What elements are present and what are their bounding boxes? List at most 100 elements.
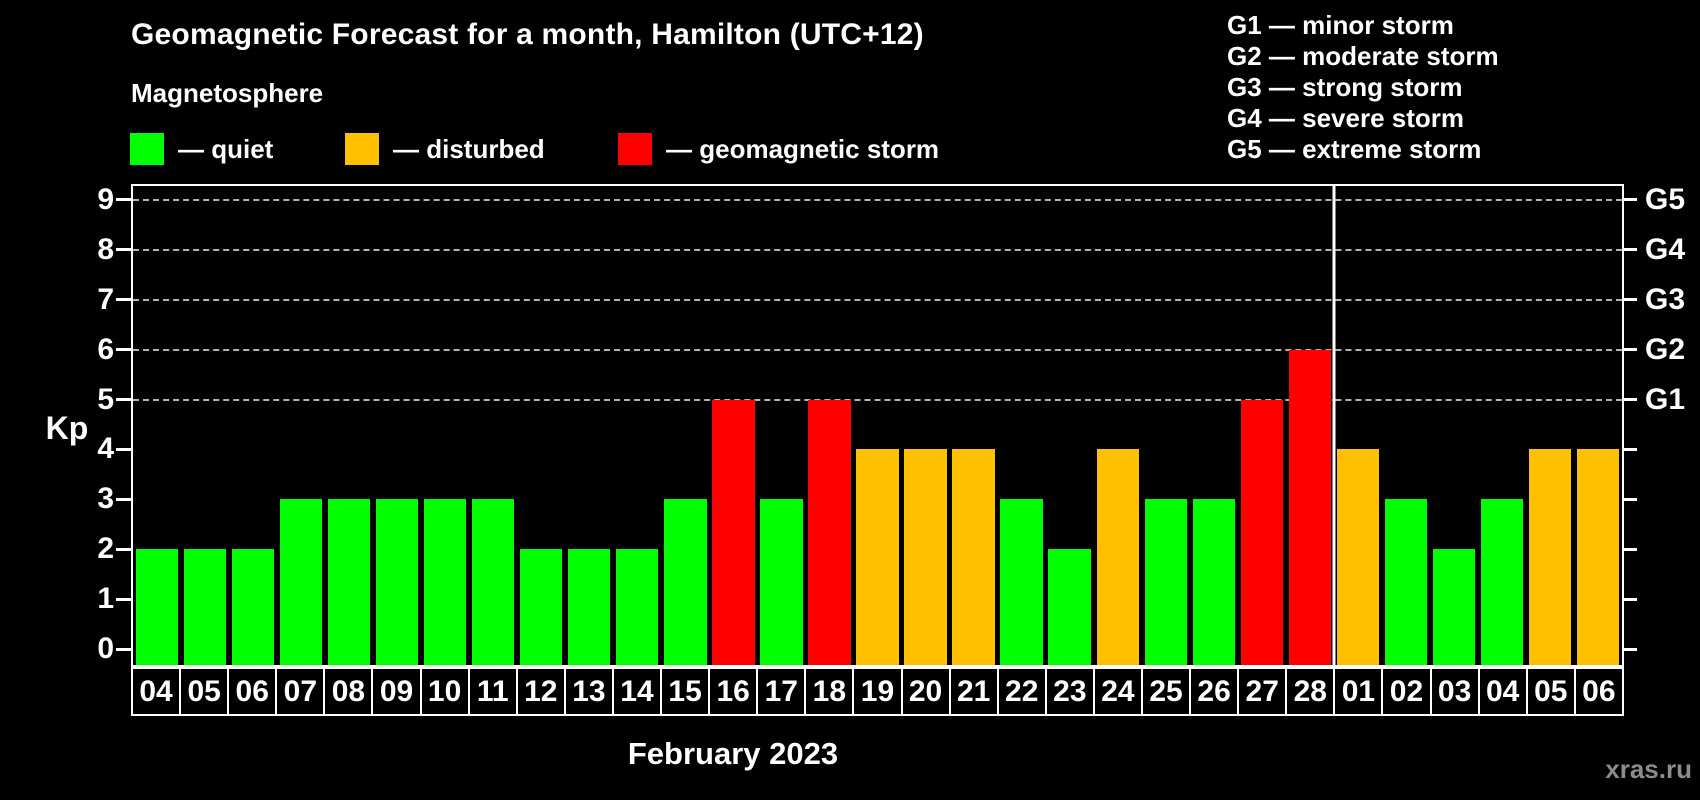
date-cell: 27 xyxy=(1239,669,1288,714)
date-cell: 26 xyxy=(1191,669,1240,714)
kp-bar xyxy=(472,499,515,665)
gridline-kp6 xyxy=(133,348,1622,351)
kp-bar xyxy=(616,549,659,665)
y-axis-tick-left xyxy=(116,447,131,451)
date-cell: 02 xyxy=(1383,669,1432,714)
date-cell: 05 xyxy=(181,669,230,714)
y-tick-label: 6 xyxy=(97,332,114,366)
y-axis-tick-right xyxy=(1622,248,1637,252)
y-axis-title: Kp xyxy=(45,410,89,446)
g-scale-legend-line: G1 — minor storm xyxy=(1227,10,1454,40)
g-scale-legend-line: G4 — severe storm xyxy=(1227,103,1465,133)
kp-bar xyxy=(1576,449,1620,665)
date-cell: 06 xyxy=(229,669,278,714)
y-axis-tick-left xyxy=(116,597,131,601)
y-axis-tick-right xyxy=(1622,198,1637,202)
date-cell: 21 xyxy=(951,669,999,714)
y-tick-label: 7 xyxy=(97,282,114,316)
date-cell: 18 xyxy=(806,669,855,714)
date-cell: 04 xyxy=(1480,669,1528,714)
x-axis-month-label: February 2023 xyxy=(627,736,839,771)
date-cell: 05 xyxy=(1528,669,1576,714)
date-cell: 17 xyxy=(758,669,807,714)
date-cell: 03 xyxy=(1432,669,1480,714)
g-scale-label: G2 xyxy=(1645,332,1686,366)
y-axis-tick-left xyxy=(116,298,131,302)
date-cell: 23 xyxy=(1047,669,1095,714)
kp-bar xyxy=(904,449,947,665)
y-axis-tick-right xyxy=(1622,398,1637,401)
kp-bar xyxy=(1192,499,1235,665)
plot-area xyxy=(131,184,1624,667)
date-cell: 20 xyxy=(903,669,951,714)
kp-bar xyxy=(952,449,995,665)
kp-bar xyxy=(183,549,227,665)
y-tick-label: 3 xyxy=(97,482,114,516)
date-cell: 28 xyxy=(1287,669,1336,714)
y-tick-label: 8 xyxy=(97,232,114,266)
y-tick-label: 4 xyxy=(97,432,114,466)
g-scale-label: G3 xyxy=(1645,282,1686,316)
y-axis-tick-right xyxy=(1622,298,1637,302)
watermark: xras.ru xyxy=(1605,754,1692,784)
date-cell: 25 xyxy=(1143,669,1192,714)
kp-bar xyxy=(1144,499,1187,665)
kp-bar xyxy=(424,499,467,665)
x-axis-date-row: 04 05 06 07 08 09 10 11 12 13 14 15 16 17 18 19 20 21 22 23… xyxy=(131,667,1624,716)
date-cell: 06 xyxy=(1582,674,1616,708)
date-cell: 09 xyxy=(373,669,422,714)
kp-bar xyxy=(1384,499,1427,665)
g-scale-label: G1 xyxy=(1645,382,1686,416)
legend-swatch xyxy=(618,133,652,165)
y-axis-tick-right xyxy=(1622,647,1637,651)
date-cell: 24 xyxy=(1095,669,1143,714)
kp-bar xyxy=(1288,349,1331,665)
kp-bar xyxy=(1096,449,1139,665)
y-axis-tick-left xyxy=(116,647,131,651)
y-axis-tick-left xyxy=(116,547,131,551)
g-scale-legend-line: G3 — strong storm xyxy=(1227,72,1463,102)
y-axis-tick-right xyxy=(1622,497,1637,501)
legend-item-quiet: — quiet xyxy=(130,132,273,166)
y-axis-tick-right xyxy=(1622,348,1637,352)
date-cell: 12 xyxy=(518,669,566,714)
gridline-kp8 xyxy=(133,248,1622,251)
g-scale-label: G5 xyxy=(1645,182,1686,216)
y-tick-label: 2 xyxy=(97,532,114,566)
y-tick-label: 5 xyxy=(97,382,114,416)
kp-bar xyxy=(135,549,179,665)
legend-item-geomagnetic-storm: — geomagnetic storm xyxy=(618,132,939,166)
kp-bar xyxy=(856,449,899,665)
date-cell: 08 xyxy=(325,669,374,714)
date-cell: 01 xyxy=(1335,669,1384,714)
date-cell: 15 xyxy=(662,669,711,714)
date-cell: 13 xyxy=(566,669,614,714)
y-axis-tick-left xyxy=(116,198,131,202)
date-cell: 11 xyxy=(470,669,518,714)
date-cell: 19 xyxy=(854,669,903,714)
chart-title: Geomagnetic Forecast for a month, Hamilt… xyxy=(131,18,924,51)
legend-swatch xyxy=(345,133,379,165)
y-tick-label: 1 xyxy=(97,582,114,616)
gridline-kp7 xyxy=(133,298,1622,301)
kp-bar xyxy=(328,499,371,665)
kp-bar xyxy=(1000,499,1043,665)
kp-bar xyxy=(1528,449,1572,665)
y-axis-tick-left xyxy=(116,497,131,501)
kp-bar xyxy=(568,549,611,665)
g-scale-legend-line: G2 — moderate storm xyxy=(1227,41,1499,71)
kp-bar xyxy=(712,399,755,665)
y-axis-tick-right xyxy=(1622,547,1637,551)
kp-bar xyxy=(1240,399,1283,665)
kp-bar xyxy=(808,399,851,665)
y-axis-tick-left xyxy=(116,398,131,401)
kp-bar xyxy=(1432,549,1476,665)
kp-bar xyxy=(664,499,707,665)
y-tick-label: 0 xyxy=(97,632,114,665)
month-separator xyxy=(1332,186,1336,665)
y-axis-tick-right xyxy=(1622,597,1637,601)
y-axis-tick-left xyxy=(116,248,131,252)
y-axis-tick-right xyxy=(1622,447,1637,451)
date-cell: 07 xyxy=(277,669,326,714)
